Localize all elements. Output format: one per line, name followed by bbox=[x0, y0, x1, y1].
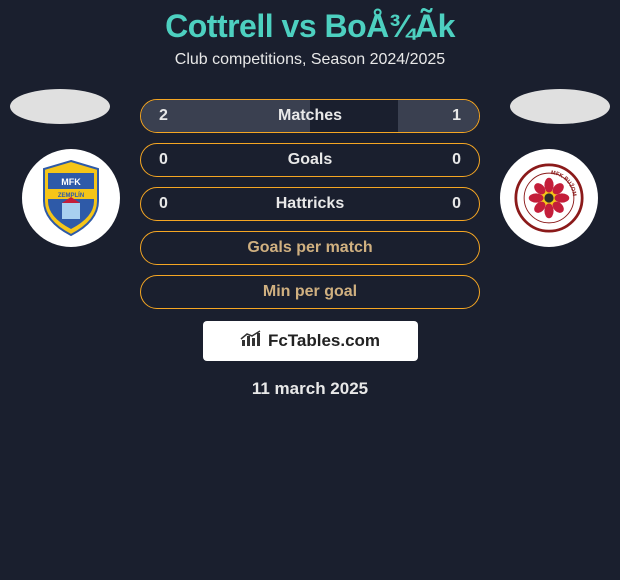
stat-label: Goals per match bbox=[141, 239, 479, 257]
stat-value-left: 2 bbox=[159, 107, 168, 125]
stat-row: 2Matches1 bbox=[140, 99, 480, 133]
stat-label: Matches bbox=[141, 107, 479, 125]
stat-label: Min per goal bbox=[141, 283, 479, 301]
stat-label: Goals bbox=[141, 151, 479, 169]
stat-value-right: 0 bbox=[452, 195, 461, 213]
stat-value-right: 0 bbox=[452, 151, 461, 169]
subtitle: Club competitions, Season 2024/2025 bbox=[0, 51, 620, 69]
club-badge-right: MFK RUŽOMBEROK bbox=[500, 149, 598, 247]
watermark-text: FcTables.com bbox=[268, 331, 380, 351]
shield-icon: MFK ZEMPLÍN bbox=[36, 159, 106, 237]
stat-value-left: 0 bbox=[159, 195, 168, 213]
comparison-area: MFK ZEMPLÍN MFK RUŽOMBEROK bbox=[0, 99, 620, 399]
stats-list: 2Matches10Goals00Hattricks0Goals per mat… bbox=[140, 99, 480, 309]
date-label: 11 march 2025 bbox=[10, 379, 610, 399]
stat-row: 0Goals0 bbox=[140, 143, 480, 177]
page-title: Cottrell vs BoÅ¾Ãk bbox=[0, 0, 620, 51]
stat-row: 0Hattricks0 bbox=[140, 187, 480, 221]
crest-icon: MFK RUŽOMBEROK bbox=[514, 160, 584, 236]
watermark: FcTables.com bbox=[203, 321, 418, 361]
stat-label: Hattricks bbox=[141, 195, 479, 213]
stat-row: Min per goal bbox=[140, 275, 480, 309]
chart-icon bbox=[240, 330, 262, 353]
stat-value-left: 0 bbox=[159, 151, 168, 169]
club-badge-left: MFK ZEMPLÍN bbox=[22, 149, 120, 247]
svg-text:MFK: MFK bbox=[61, 177, 81, 187]
player-silhouette-right bbox=[510, 89, 610, 124]
stat-value-right: 1 bbox=[452, 107, 461, 125]
player-silhouette-left bbox=[10, 89, 110, 124]
stat-row: Goals per match bbox=[140, 231, 480, 265]
